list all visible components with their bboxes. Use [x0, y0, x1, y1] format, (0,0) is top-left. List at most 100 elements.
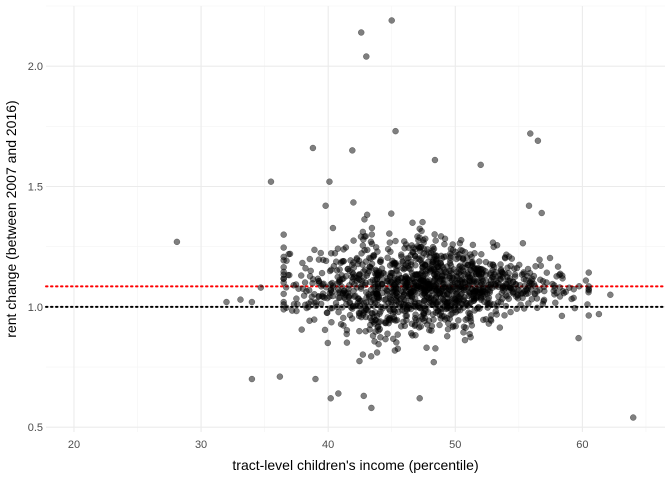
- data-point: [482, 258, 490, 266]
- data-point: [386, 239, 394, 246]
- data-point: [321, 326, 329, 334]
- data-point: [223, 298, 230, 306]
- data-point: [377, 334, 384, 341]
- data-point: [323, 309, 331, 317]
- data-point: [399, 258, 406, 265]
- data-point: [350, 237, 357, 244]
- x-tick-label: 30: [195, 439, 207, 451]
- data-point: [392, 127, 399, 135]
- data-point: [423, 344, 430, 351]
- data-point: [343, 300, 350, 308]
- data-point: [363, 211, 371, 219]
- data-point: [298, 326, 305, 333]
- data-point: [571, 304, 578, 312]
- data-point: [280, 231, 287, 238]
- data-point: [458, 236, 465, 244]
- data-point: [326, 267, 334, 275]
- data-point: [388, 210, 395, 217]
- data-point: [375, 293, 383, 301]
- data-point: [299, 285, 307, 293]
- data-point: [361, 281, 369, 289]
- data-point: [312, 375, 319, 383]
- data-point: [443, 314, 451, 322]
- data-point: [388, 17, 395, 24]
- data-point: [248, 298, 256, 306]
- data-point: [482, 316, 490, 323]
- data-point: [429, 260, 437, 267]
- data-point: [447, 267, 455, 275]
- data-point: [485, 294, 493, 301]
- data-point: [437, 233, 445, 240]
- data-point: [395, 300, 402, 307]
- data-point: [381, 296, 388, 304]
- data-point: [568, 295, 575, 303]
- x-tick-label: 20: [68, 439, 80, 451]
- data-point: [394, 292, 401, 300]
- data-point: [489, 239, 497, 246]
- data-point: [327, 305, 334, 312]
- data-point: [340, 246, 347, 253]
- data-point: [417, 244, 424, 251]
- data-point: [425, 291, 432, 298]
- data-point: [459, 247, 466, 254]
- data-point: [355, 275, 362, 282]
- data-point: [398, 251, 405, 258]
- x-tick-label: 40: [322, 439, 334, 451]
- data-point: [282, 284, 290, 291]
- data-point: [554, 263, 562, 270]
- data-point: [425, 278, 432, 286]
- data-point: [492, 281, 499, 289]
- data-point: [301, 279, 309, 286]
- data-point: [368, 264, 375, 272]
- data-point: [257, 284, 265, 291]
- data-point: [384, 314, 391, 321]
- data-point: [532, 263, 539, 270]
- data-point: [543, 269, 550, 276]
- data-point: [410, 302, 417, 310]
- data-point: [415, 283, 422, 290]
- data-point: [369, 276, 377, 284]
- data-point: [322, 202, 329, 209]
- data-point: [328, 250, 335, 257]
- data-point: [467, 251, 474, 258]
- data-point: [454, 307, 462, 314]
- data-point: [430, 358, 437, 366]
- data-point: [469, 241, 477, 249]
- data-point: [534, 304, 541, 312]
- data-point: [419, 218, 426, 226]
- data-point: [345, 285, 352, 293]
- data-point: [336, 276, 343, 284]
- data-point: [395, 271, 403, 278]
- data-point: [502, 280, 510, 287]
- data-point: [495, 293, 502, 300]
- data-point: [419, 291, 426, 299]
- data-point: [374, 248, 381, 255]
- data-point: [429, 311, 437, 318]
- data-point: [630, 414, 637, 421]
- data-point: [324, 339, 331, 347]
- data-point: [280, 244, 287, 251]
- data-point: [536, 256, 543, 263]
- data-point: [360, 392, 367, 400]
- data-point: [398, 287, 405, 295]
- data-point: [359, 261, 366, 268]
- data-point: [401, 245, 408, 252]
- data-point: [391, 347, 399, 354]
- data-point: [318, 283, 325, 290]
- data-point: [449, 310, 456, 317]
- data-point: [340, 258, 347, 265]
- data-point: [428, 327, 435, 334]
- data-point: [460, 323, 468, 330]
- data-point: [519, 240, 527, 247]
- data-point: [458, 300, 465, 307]
- data-point: [467, 334, 474, 341]
- data-point: [368, 317, 375, 324]
- data-point: [425, 317, 433, 324]
- data-point: [267, 178, 275, 185]
- data-point: [438, 262, 445, 269]
- data-point: [334, 245, 342, 252]
- data-point: [328, 289, 336, 296]
- data-point: [560, 289, 568, 297]
- data-point: [350, 264, 358, 271]
- data-point: [394, 331, 401, 338]
